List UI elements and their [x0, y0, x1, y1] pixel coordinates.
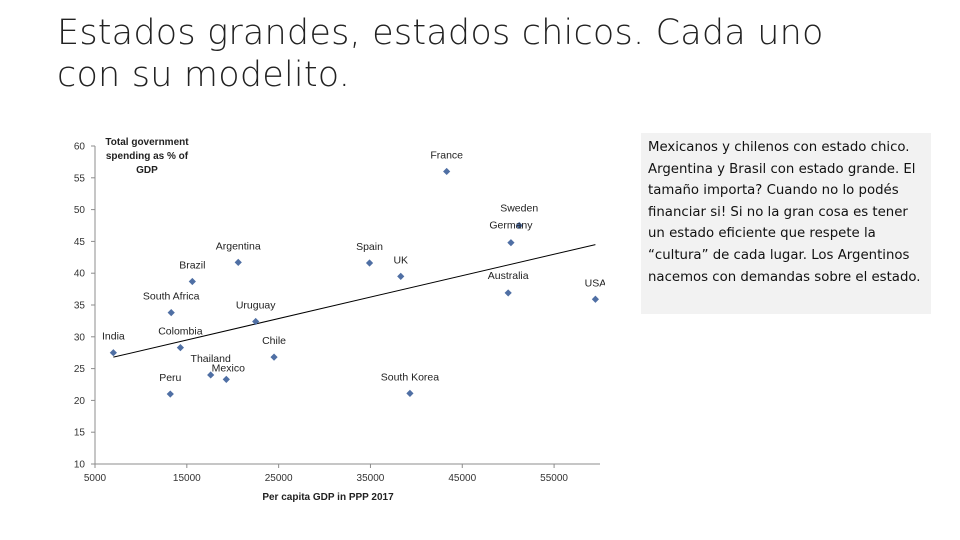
point-label-south-africa: South Africa	[143, 291, 200, 303]
point-argentina	[234, 258, 242, 266]
point-label-thailand: Thailand	[191, 353, 231, 365]
point-france	[443, 167, 451, 176]
point-sweden	[515, 221, 523, 230]
point-uruguay	[252, 317, 260, 326]
x-tick-label: 45000	[448, 473, 476, 484]
x-tick-label: 15000	[173, 473, 201, 484]
point-south-korea	[406, 389, 414, 398]
point-label-colombia: Colombia	[158, 326, 203, 338]
y-axis-label: GDP	[136, 165, 158, 176]
point-uk	[397, 272, 405, 280]
chart-canvas: 10 15 20 25 30 35 40 45 50 55 60 5000 15000 25000 3500…	[74, 137, 605, 503]
point-label-peru: Peru	[159, 372, 181, 384]
x-tick-label: 25000	[265, 473, 293, 484]
point-germany	[507, 239, 515, 247]
x-tick-label: 35000	[357, 473, 385, 484]
point-label-mexico: Mexico	[212, 362, 245, 374]
y-tick-label: 40	[74, 269, 86, 280]
point-peru	[166, 390, 174, 398]
point-spain	[365, 259, 374, 267]
y-tick-label: 20	[74, 396, 86, 407]
point-label-chile: Chile	[262, 335, 286, 347]
y-axis-label: spending as % of	[106, 151, 189, 162]
y-tick-label: 10	[74, 460, 86, 471]
point-label-south-korea: South Korea	[381, 371, 440, 383]
point-brazil	[188, 277, 196, 286]
x-axis-label: Per capita GDP in PPP 2017	[262, 492, 394, 503]
note-box: Mexicanos y chilenos con estado chico. A…	[641, 133, 931, 314]
y-tick-label: 25	[74, 364, 86, 375]
y-tick-label: 30	[74, 332, 86, 343]
point-label-germany: Germany	[489, 220, 533, 232]
point-label-spain: Spain	[356, 241, 383, 253]
y-axis-label: Total government	[105, 137, 189, 148]
point-chile	[270, 353, 278, 361]
point-colombia	[176, 344, 184, 352]
point-south-africa	[167, 309, 175, 317]
point-label-australia: Australia	[488, 270, 529, 282]
point-mexico	[222, 375, 230, 384]
point-label-usa: USA	[585, 277, 605, 289]
y-tick-label: 50	[74, 205, 86, 216]
point-india	[109, 349, 117, 357]
y-tick-label: 15	[74, 428, 86, 439]
y-tick-label: 55	[74, 173, 86, 184]
point-label-argentina: Argentina	[216, 240, 261, 252]
trend-line	[113, 244, 596, 358]
y-tick-label: 35	[74, 301, 86, 312]
point-label-uruguay: Uruguay	[236, 300, 276, 312]
point-label-brazil: Brazil	[179, 259, 205, 271]
y-tick-label: 45	[74, 237, 86, 248]
slide-title: Estados grandes, estados chicos. Cada un…	[57, 13, 824, 95]
x-tick-label: 5000	[84, 473, 107, 484]
point-usa	[591, 295, 600, 303]
point-label-france: France	[430, 149, 463, 161]
scatter-chart: 10 15 20 25 30 35 40 45 50 55 60 5000 15000 25000 3500…	[60, 130, 605, 510]
x-tick-label: 55000	[540, 473, 568, 484]
point-label-india: India	[102, 331, 125, 343]
point-label-sweden: Sweden	[500, 203, 538, 215]
point-australia	[504, 289, 512, 297]
point-label-uk: UK	[393, 254, 408, 266]
y-tick-label: 60	[74, 142, 86, 153]
